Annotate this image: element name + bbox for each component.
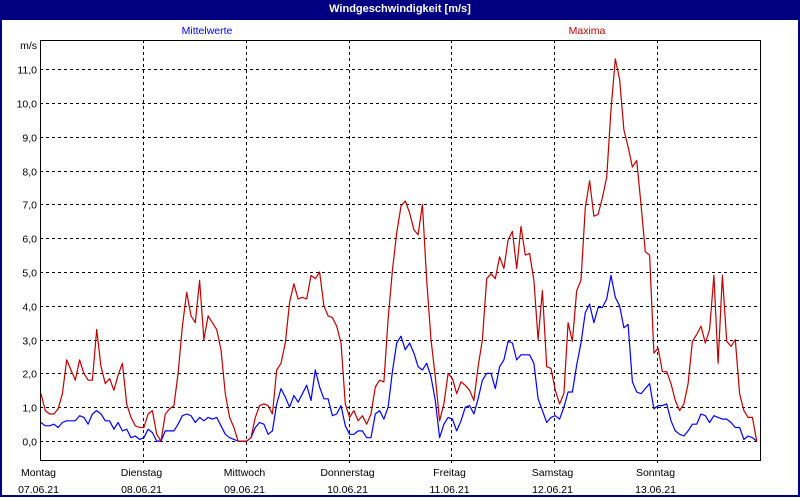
plot-frame	[40, 40, 761, 461]
date-label: 09.06.21	[224, 484, 265, 496]
y-tick-label: 6,0	[22, 234, 37, 246]
day-label: Dienstag	[121, 467, 163, 479]
legend-maxima: Maxima	[569, 25, 606, 37]
y-tick-label: 9,0	[22, 133, 37, 145]
y-tick-label: 8,0	[22, 167, 37, 179]
y-tick-label: 7,0	[22, 200, 37, 212]
day-label: Montag	[21, 467, 56, 479]
series-line-maxima	[40, 58, 758, 442]
day-label: Freitag	[433, 467, 466, 479]
day-label: Donnerstag	[320, 467, 374, 479]
date-label: 12.06.21	[532, 484, 573, 496]
date-label: 10.06.21	[327, 484, 368, 496]
day-label: Sonntag	[636, 467, 675, 479]
window-title: Windgeschwindigkeit [m/s]	[0, 0, 800, 20]
date-label: 11.06.21	[429, 484, 469, 496]
y-tick-label: 10,0	[17, 99, 38, 111]
day-label: Samstag	[532, 467, 574, 479]
y-tick-label: 2,0	[22, 369, 37, 381]
y-tick-label: 11,0	[17, 65, 37, 77]
y-tick-label: 0,0	[22, 437, 37, 449]
y-axis-unit: m/s	[20, 40, 37, 52]
day-label: Mittwoch	[224, 467, 266, 479]
series-line-mittelwerte	[40, 274, 758, 442]
y-tick-label: 3,0	[22, 336, 37, 348]
date-label: 08.06.21	[121, 484, 162, 496]
y-tick-label: 1,0	[22, 403, 37, 415]
window-frame	[0, 20, 800, 497]
date-label: 07.06.21	[18, 484, 59, 496]
y-tick-label: 5,0	[22, 268, 37, 280]
legend-mittelwerte: Mittelwerte	[182, 25, 233, 37]
date-label: 13.06.21	[635, 484, 676, 496]
y-tick-label: 4,0	[22, 302, 37, 314]
